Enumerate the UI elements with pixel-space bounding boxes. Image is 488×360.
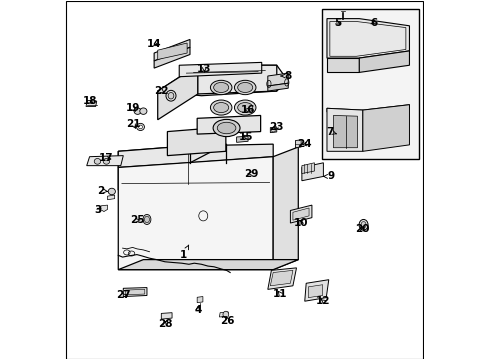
Polygon shape bbox=[118, 144, 273, 167]
Ellipse shape bbox=[168, 93, 174, 99]
Text: 6: 6 bbox=[369, 18, 376, 28]
Polygon shape bbox=[179, 62, 261, 77]
Polygon shape bbox=[86, 100, 97, 107]
Polygon shape bbox=[301, 163, 314, 174]
Ellipse shape bbox=[213, 120, 240, 136]
Polygon shape bbox=[118, 260, 298, 270]
Text: 18: 18 bbox=[82, 96, 97, 106]
Text: 17: 17 bbox=[99, 153, 114, 163]
Polygon shape bbox=[154, 40, 190, 61]
Ellipse shape bbox=[223, 311, 228, 318]
Text: 9: 9 bbox=[323, 171, 333, 181]
Text: 22: 22 bbox=[154, 86, 168, 96]
Polygon shape bbox=[326, 19, 408, 58]
Polygon shape bbox=[118, 146, 187, 190]
Text: 4: 4 bbox=[194, 305, 201, 315]
Polygon shape bbox=[118, 157, 273, 270]
Text: 20: 20 bbox=[354, 225, 368, 234]
Polygon shape bbox=[219, 312, 228, 317]
Polygon shape bbox=[123, 288, 147, 297]
Polygon shape bbox=[292, 208, 308, 220]
Polygon shape bbox=[326, 105, 408, 116]
Polygon shape bbox=[158, 65, 198, 120]
Polygon shape bbox=[270, 127, 276, 133]
Text: 14: 14 bbox=[146, 39, 161, 49]
Polygon shape bbox=[158, 65, 287, 96]
Text: 1: 1 bbox=[180, 245, 188, 260]
Ellipse shape bbox=[138, 125, 142, 129]
Polygon shape bbox=[362, 105, 408, 151]
Text: 3: 3 bbox=[94, 206, 102, 216]
Ellipse shape bbox=[217, 122, 235, 134]
Ellipse shape bbox=[237, 103, 252, 113]
Text: 28: 28 bbox=[157, 319, 172, 329]
Text: 5: 5 bbox=[333, 18, 341, 28]
Text: 24: 24 bbox=[297, 139, 311, 149]
Polygon shape bbox=[359, 51, 408, 72]
Polygon shape bbox=[267, 83, 287, 91]
Text: 2: 2 bbox=[97, 186, 107, 196]
Text: 29: 29 bbox=[244, 168, 258, 179]
Text: 21: 21 bbox=[126, 120, 140, 129]
Polygon shape bbox=[308, 285, 322, 298]
Polygon shape bbox=[290, 205, 311, 223]
Ellipse shape bbox=[234, 100, 255, 115]
Polygon shape bbox=[198, 65, 276, 94]
Polygon shape bbox=[197, 116, 260, 134]
Ellipse shape bbox=[210, 80, 231, 95]
Polygon shape bbox=[267, 73, 287, 86]
Polygon shape bbox=[326, 58, 359, 72]
Polygon shape bbox=[295, 140, 301, 148]
Ellipse shape bbox=[142, 215, 151, 225]
Polygon shape bbox=[333, 116, 357, 148]
Ellipse shape bbox=[213, 82, 228, 93]
Text: 25: 25 bbox=[130, 215, 144, 225]
Text: 7: 7 bbox=[325, 127, 336, 136]
Text: 27: 27 bbox=[116, 291, 130, 301]
Polygon shape bbox=[125, 289, 144, 295]
Polygon shape bbox=[158, 43, 187, 59]
Bar bbox=[321, 9, 418, 159]
Ellipse shape bbox=[213, 103, 228, 113]
Text: 13: 13 bbox=[197, 64, 211, 74]
Polygon shape bbox=[304, 280, 328, 301]
Polygon shape bbox=[107, 195, 115, 200]
Polygon shape bbox=[161, 313, 172, 319]
Polygon shape bbox=[270, 270, 292, 286]
Polygon shape bbox=[236, 136, 247, 142]
Ellipse shape bbox=[108, 188, 115, 195]
Ellipse shape bbox=[165, 90, 176, 101]
Polygon shape bbox=[86, 156, 123, 166]
Text: 15: 15 bbox=[239, 132, 253, 142]
Text: 23: 23 bbox=[269, 122, 284, 132]
Text: 26: 26 bbox=[220, 316, 234, 325]
Text: 8: 8 bbox=[281, 71, 290, 81]
Text: 19: 19 bbox=[125, 103, 140, 113]
Ellipse shape bbox=[234, 80, 255, 95]
Text: 11: 11 bbox=[273, 289, 287, 299]
Ellipse shape bbox=[103, 158, 109, 164]
Polygon shape bbox=[267, 268, 296, 289]
Text: 16: 16 bbox=[241, 105, 255, 115]
Text: 10: 10 bbox=[293, 218, 308, 228]
Ellipse shape bbox=[358, 220, 367, 230]
Ellipse shape bbox=[136, 123, 144, 131]
Polygon shape bbox=[326, 108, 362, 151]
Polygon shape bbox=[301, 163, 323, 181]
Ellipse shape bbox=[237, 82, 252, 93]
Ellipse shape bbox=[360, 222, 366, 228]
Polygon shape bbox=[273, 147, 298, 270]
Ellipse shape bbox=[94, 158, 101, 164]
Polygon shape bbox=[100, 205, 107, 212]
Text: 12: 12 bbox=[316, 296, 330, 306]
Polygon shape bbox=[167, 127, 225, 156]
Polygon shape bbox=[154, 47, 190, 68]
Ellipse shape bbox=[134, 108, 141, 114]
Ellipse shape bbox=[210, 100, 231, 115]
Ellipse shape bbox=[140, 108, 147, 114]
Polygon shape bbox=[197, 297, 203, 303]
Ellipse shape bbox=[144, 216, 149, 223]
